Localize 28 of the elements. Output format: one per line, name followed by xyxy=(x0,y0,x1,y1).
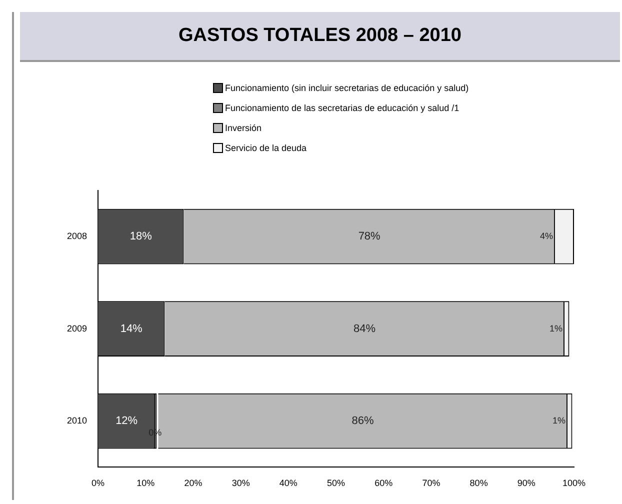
y-tick-label: 2009 xyxy=(66,323,88,334)
data-label: 86% xyxy=(352,415,374,428)
x-tick-label: 100% xyxy=(562,478,586,488)
x-tick-label: 70% xyxy=(422,478,440,488)
x-tick-label: 80% xyxy=(470,478,488,488)
legend-label: Inversión xyxy=(225,123,262,133)
data-label: 78% xyxy=(358,230,381,243)
x-tick-label: 10% xyxy=(136,478,155,488)
x-tick-label: 90% xyxy=(517,478,536,488)
legend-label: Funcionamiento (sin incluir secretarias de educación y salud) xyxy=(225,83,469,93)
data-label: 18% xyxy=(130,230,152,243)
x-tick-label: 40% xyxy=(279,478,298,488)
data-label: 84% xyxy=(354,322,376,335)
x-tick-label: 30% xyxy=(232,478,250,488)
data-label: 1% xyxy=(549,323,562,334)
x-tick-label: 0% xyxy=(92,478,105,488)
x-tick-label: 50% xyxy=(327,478,346,488)
data-label: 4% xyxy=(540,231,553,242)
legend-label: Servicio de la deuda xyxy=(225,143,307,153)
y-tick-label: 2008 xyxy=(66,231,88,242)
x-tick-label: 60% xyxy=(374,478,393,488)
legend-label: Funcionamiento de las secretarias de educación y salud /1 xyxy=(225,103,460,113)
data-label: 1% xyxy=(552,416,566,426)
chart-title: GASTOS TOTALES 2008 – 2010 xyxy=(20,12,620,62)
data-label: 12% xyxy=(116,415,138,428)
data-label: 14% xyxy=(120,322,143,335)
y-tick-label: 2010 xyxy=(66,416,88,426)
x-tick-label: 20% xyxy=(184,478,202,488)
